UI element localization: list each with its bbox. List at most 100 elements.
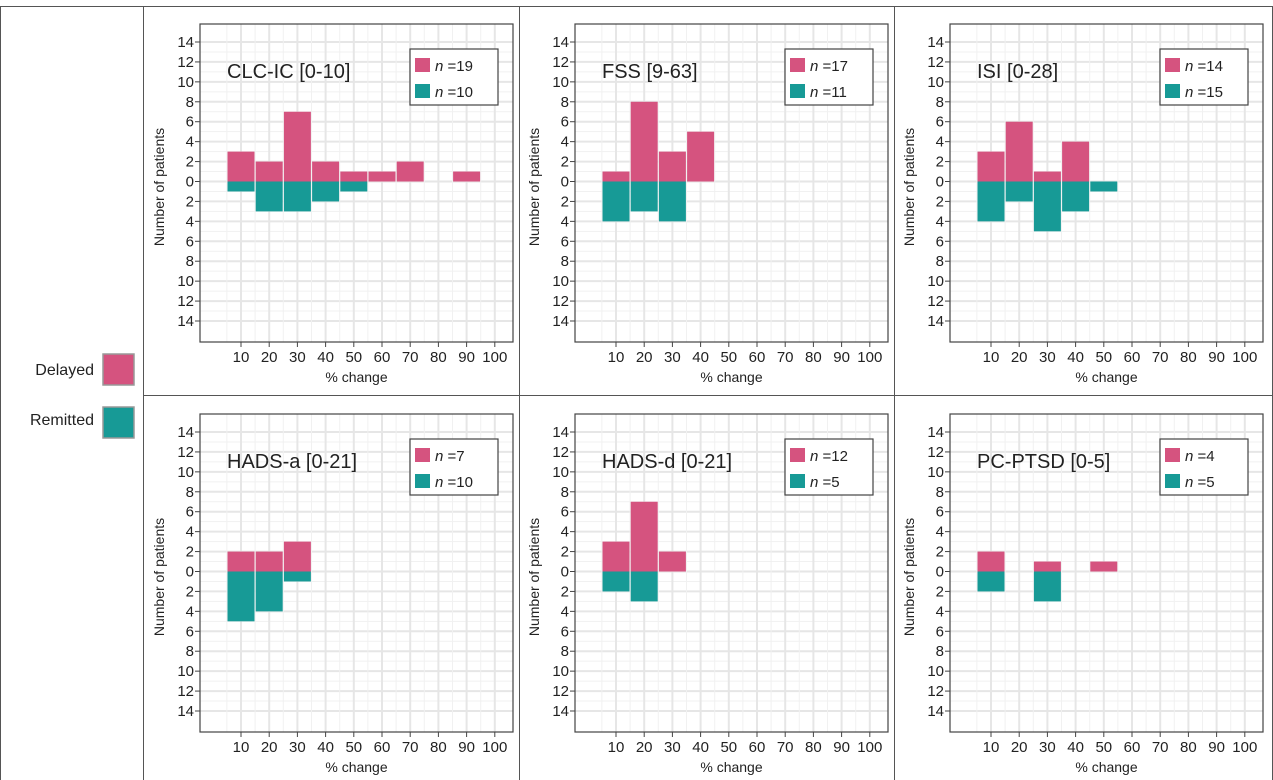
bar-delayed xyxy=(687,131,715,182)
x-tick-label: 10 xyxy=(233,349,250,366)
bar-remitted xyxy=(227,571,255,622)
panel-legend: n =17 n =11 xyxy=(784,48,874,106)
x-tick-label: 60 xyxy=(374,739,391,756)
x-tick-label: 30 xyxy=(289,739,306,756)
legend-remitted-key xyxy=(790,474,805,488)
y-tick-label: 4 xyxy=(561,134,569,151)
x-tick-label: 70 xyxy=(402,739,419,756)
legend-delayed-key xyxy=(790,58,805,72)
x-tick-label: 70 xyxy=(777,739,794,756)
x-tick-label: 40 xyxy=(1067,739,1084,756)
y-tick-label: 10 xyxy=(552,663,569,680)
x-tick-label: 90 xyxy=(1208,349,1225,366)
x-tick-label: 80 xyxy=(430,349,447,366)
x-tick-label: 30 xyxy=(1039,739,1056,756)
panel-legend: n =14 n =15 xyxy=(1159,48,1249,106)
y-tick-label: 12 xyxy=(927,683,944,700)
bar-delayed xyxy=(453,171,481,182)
y-tick-label: 12 xyxy=(927,54,944,71)
legend-remitted-n: n =10 xyxy=(435,84,473,101)
x-tick-label: 60 xyxy=(1124,349,1141,366)
legend-remitted-key xyxy=(790,84,805,98)
legend-delayed-key xyxy=(415,58,430,72)
x-tick-label: 10 xyxy=(983,739,1000,756)
y-tick-label: 8 xyxy=(186,94,194,111)
bar-remitted xyxy=(1033,181,1061,232)
bar-remitted xyxy=(1090,181,1118,192)
plot-frame xyxy=(949,413,1264,733)
x-tick-label: 50 xyxy=(1095,739,1112,756)
y-tick-label: 14 xyxy=(552,703,569,720)
y-tick-label: 2 xyxy=(561,193,569,210)
x-tick-label: 30 xyxy=(664,739,681,756)
x-tick-label: 70 xyxy=(1152,349,1169,366)
x-tick-label: 50 xyxy=(1095,349,1112,366)
y-tick-label: 0 xyxy=(936,174,944,191)
plot-frame xyxy=(574,23,889,343)
legend-delayed-key xyxy=(415,448,430,462)
y-tick-label: 8 xyxy=(561,94,569,111)
bar-delayed xyxy=(255,161,283,182)
x-tick-label: 60 xyxy=(374,349,391,366)
y-tick-label: 4 xyxy=(561,603,569,620)
y-tick-label: 6 xyxy=(936,623,944,640)
x-tick-label: 60 xyxy=(749,349,766,366)
x-tick-label: 10 xyxy=(983,349,1000,366)
legend-delayed-n: n =14 xyxy=(1185,58,1223,75)
y-tick-label: 8 xyxy=(186,643,194,660)
chart-title: PC-PTSD [0-5] xyxy=(977,451,1110,473)
y-tick-label: 12 xyxy=(552,444,569,461)
legend-remitted-n: n =11 xyxy=(810,84,847,101)
x-tick-label: 30 xyxy=(1039,349,1056,366)
bar-delayed xyxy=(227,551,255,572)
y-tick-label: 4 xyxy=(186,603,194,620)
y-tick-label: 0 xyxy=(936,564,944,581)
x-tick-label: 20 xyxy=(636,739,653,756)
x-tick-label: 40 xyxy=(692,349,709,366)
bar-delayed xyxy=(1005,121,1033,182)
bar-remitted xyxy=(977,571,1005,592)
x-tick-label: 90 xyxy=(833,349,850,366)
y-tick-label: 14 xyxy=(927,313,944,330)
shared-legend: Delayed Remitted xyxy=(30,353,135,439)
y-tick-label: 10 xyxy=(927,663,944,680)
x-axis-label: % change xyxy=(700,759,762,775)
y-tick-label: 14 xyxy=(927,703,944,720)
bar-remitted xyxy=(227,181,255,192)
legend-remitted-key xyxy=(1165,474,1180,488)
y-tick-label: 0 xyxy=(186,174,194,191)
x-tick-label: 30 xyxy=(289,349,306,366)
bar-delayed xyxy=(1033,561,1061,572)
legend-delayed-n: n =12 xyxy=(810,448,848,465)
x-tick-label: 90 xyxy=(458,349,475,366)
y-tick-label: 4 xyxy=(936,213,944,230)
bar-delayed xyxy=(368,171,396,182)
panel-legend: n =19 n =10 xyxy=(409,48,499,106)
y-tick-label: 14 xyxy=(177,424,194,441)
bar-remitted xyxy=(1033,571,1061,602)
y-tick-label: 0 xyxy=(186,564,194,581)
y-tick-label: 8 xyxy=(186,484,194,501)
bar-remitted xyxy=(283,181,311,212)
y-tick-label: 8 xyxy=(936,643,944,660)
y-tick-label: 6 xyxy=(561,114,569,131)
bar-delayed xyxy=(630,101,658,182)
legend-delayed-n: n =19 xyxy=(435,58,473,75)
legend-delayed-key xyxy=(790,448,805,462)
x-axis-label: % change xyxy=(1075,369,1137,385)
x-axis-label: % change xyxy=(325,759,387,775)
bar-delayed xyxy=(1062,141,1090,182)
y-tick-label: 6 xyxy=(186,233,194,250)
bar-remitted xyxy=(977,181,1005,222)
y-tick-label: 10 xyxy=(177,663,194,680)
bar-remitted xyxy=(340,181,368,192)
legend-remitted-n: n =5 xyxy=(810,474,840,491)
y-tick-label: 10 xyxy=(552,74,569,91)
bar-remitted xyxy=(1005,181,1033,202)
x-tick-label: 20 xyxy=(1011,739,1028,756)
y-tick-label: 4 xyxy=(936,524,944,541)
y-axis-label: Number of patients xyxy=(151,518,167,636)
y-axis-label: Number of patients xyxy=(901,128,917,246)
x-axis-label: % change xyxy=(700,369,762,385)
